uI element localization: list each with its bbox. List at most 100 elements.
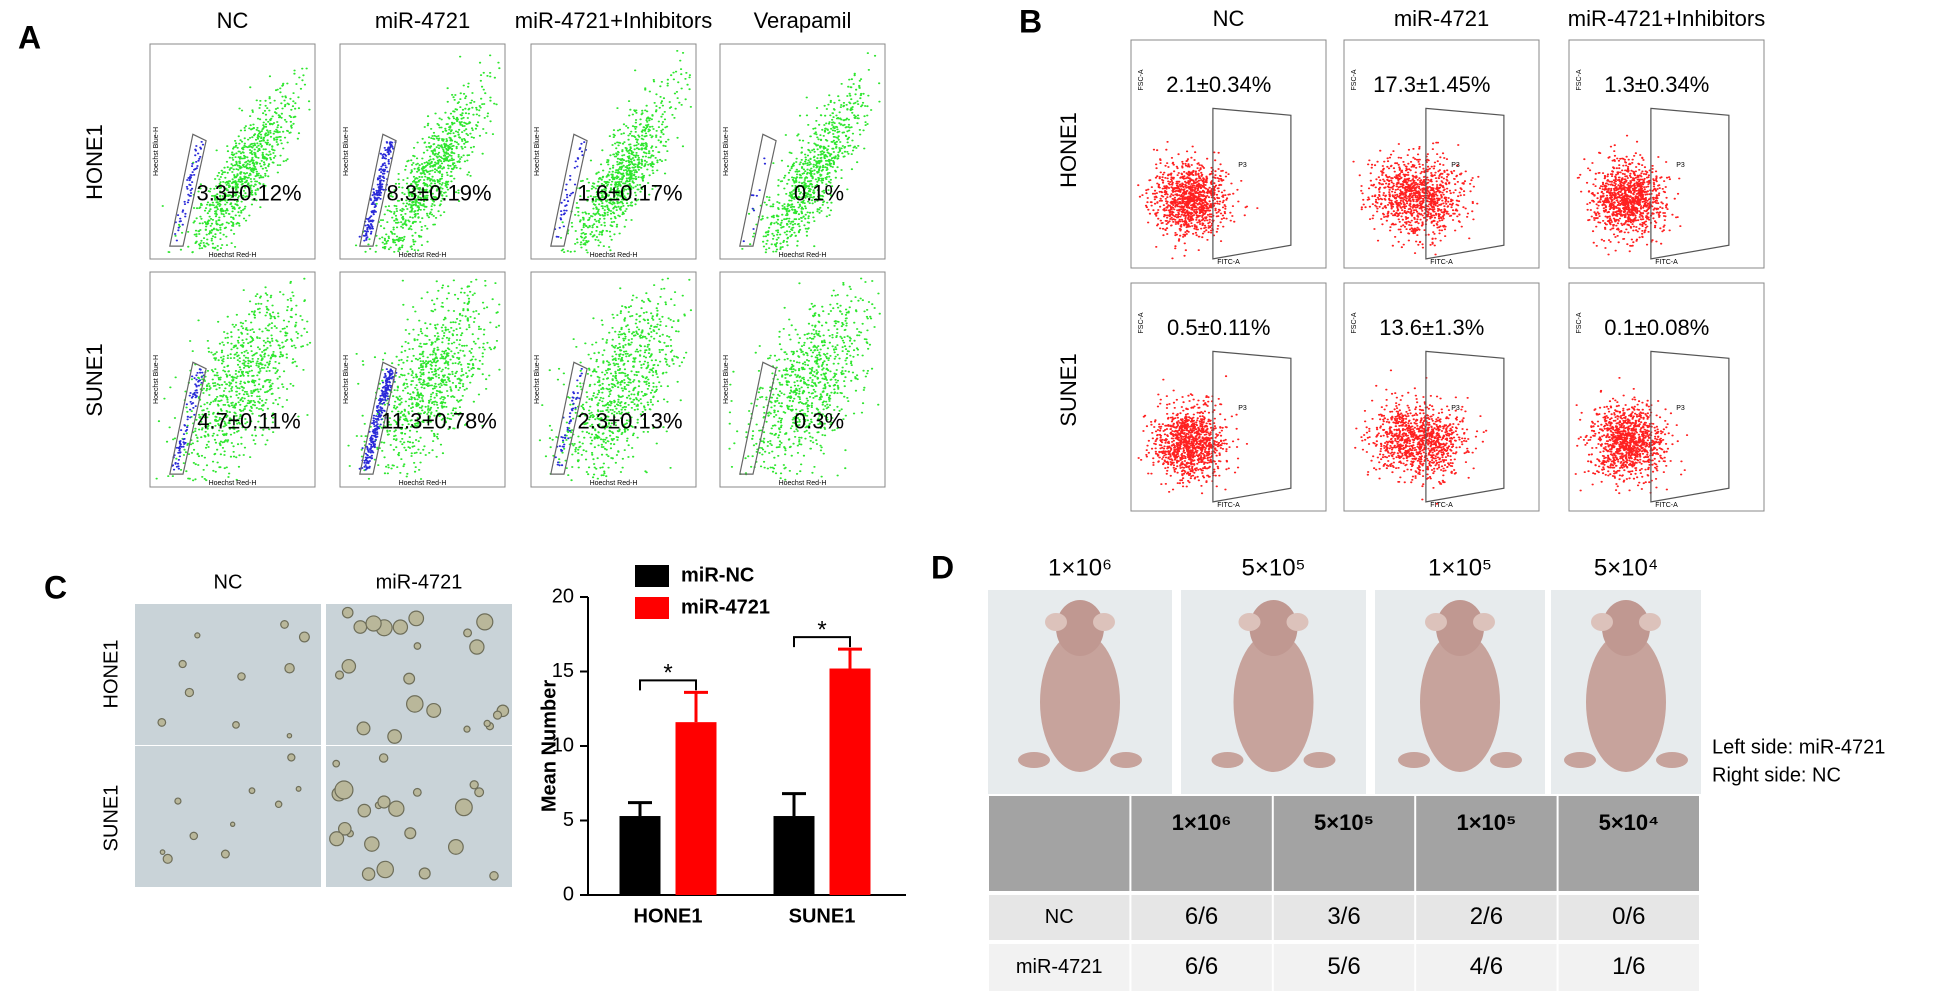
percentage: 0.5±0.11% [1167,315,1270,340]
column-header: NC [214,571,243,593]
axis-label: Hoechst Red-H [209,480,257,487]
table-header-cell [1273,796,1415,891]
sphere [274,800,283,809]
legend-swatch [635,597,669,619]
mouse-leg [1398,752,1430,768]
table-cell-text: 4/6 [1470,953,1503,980]
axis-label: FITC-A [1217,259,1240,266]
legend-swatch [635,565,669,587]
gate-label: P3 [1451,405,1460,412]
scatter-cloud [174,141,205,242]
panel-label: A [18,19,41,55]
sphere [474,787,485,798]
table-header-cell [1131,796,1272,891]
gate [739,361,777,475]
percentage: 1.3±0.34% [1604,72,1709,97]
gate [550,133,588,247]
axis-label: Hoechst Blue-H [723,355,730,404]
table-cell-text: 6/6 [1185,903,1218,930]
scatter-cloud [1354,369,1488,505]
table-cell [1131,895,1272,940]
sphere [334,780,354,800]
axis-label: Hoechst Blue-H [153,127,160,176]
axis-label: Hoechst Red-H [399,480,447,487]
table-header-cell [1558,796,1699,891]
table-cell [1273,944,1415,991]
sphere [447,839,464,855]
scatter-cloud [741,52,881,254]
sphere [287,753,296,762]
sphere [356,721,371,736]
mouse-leg [1564,752,1596,768]
table-cell-text: NC [1045,906,1074,928]
axis-label: Hoechst Red-H [590,252,638,259]
table-header-cell [989,796,1130,891]
scatter-cloud [171,368,205,471]
significance: * [817,616,826,643]
sphere [286,732,293,739]
legend-label: miR-4721 [681,596,770,618]
sphere [337,821,352,836]
axis-label: Hoechst Blue-H [343,355,350,404]
sphere [184,687,195,698]
axis-label: FSC-A [1576,69,1583,90]
sphere [341,606,354,619]
x-tick-label: HONE1 [634,905,703,927]
sphere [332,759,341,768]
mouse-head [1602,600,1650,656]
gate-label: P3 [1451,162,1460,169]
sphere [489,871,499,881]
percentage: 4.7±0.11% [197,408,300,433]
x-tick-label: SUNE1 [789,905,856,927]
column-header: NC [217,8,249,33]
bar [829,668,871,895]
table-cell-text: 6/6 [1185,953,1218,980]
percentage: 0.1±0.08% [1604,315,1709,340]
axis-label: FSC-A [1138,312,1145,333]
gate [169,361,207,475]
sphere [463,628,473,638]
axis-label: Hoechst Red-H [779,480,827,487]
sphere [392,619,409,635]
sphere [388,800,405,817]
mouse-leg [1110,752,1142,768]
percentage: 13.6±1.3% [1379,315,1484,340]
gate-label: P3 [1676,405,1685,412]
scatter-cloud [742,157,767,243]
percentage: 2.1±0.34% [1166,72,1271,97]
sphere [361,867,376,881]
sphere [157,718,167,727]
axis-label: FITC-A [1430,502,1453,509]
percentage: 11.3±0.78% [381,408,497,433]
row-label: SUNE1 [82,343,107,416]
sphere [248,787,256,795]
dose-label: 1×10⁵ [1428,554,1492,581]
mouse-body [1420,632,1500,772]
row-label: HONE1 [1056,112,1081,188]
sphere [295,785,302,792]
sphere [353,620,368,634]
column-header: miR-4721 [375,8,470,33]
sphere [408,610,425,627]
plot-frame [1130,39,1327,269]
mouse-body [1586,632,1666,772]
sphere [463,725,471,733]
sphere [404,827,417,840]
sphere [298,631,310,643]
gate-label: P3 [1238,162,1247,169]
sphere [476,613,494,631]
gate [1212,350,1292,503]
scatter-cloud [554,368,583,467]
axis-label: Hoechst Red-H [209,252,257,259]
plot-frame [339,43,506,260]
panel-label: D [931,549,954,585]
legend-label: miR-NC [681,564,754,586]
row-label: HONE1 [100,640,122,709]
percentage: 17.3±1.45% [1373,72,1490,97]
sphere [413,642,422,650]
mouse-ear [1286,613,1309,631]
side-label: Left side: miR-4721 [1712,736,1885,758]
mouse-ear [1639,613,1661,631]
scatter-cloud [161,67,311,254]
